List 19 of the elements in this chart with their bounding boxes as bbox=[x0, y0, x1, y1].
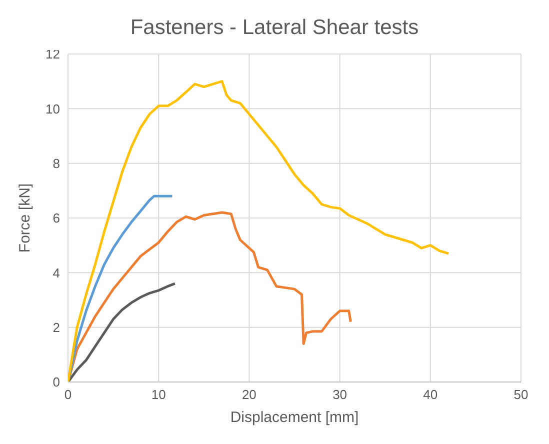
line-series bbox=[68, 80, 450, 382]
y-axis-title: Force [kN] bbox=[16, 183, 34, 253]
x-tick-label: 40 bbox=[423, 387, 438, 402]
y-tick-label: 8 bbox=[52, 156, 60, 171]
line-series bbox=[68, 282, 176, 382]
x-tick-label: 0 bbox=[64, 387, 72, 402]
y-tick-label: 0 bbox=[52, 374, 60, 390]
x-tick-label: 10 bbox=[151, 387, 166, 402]
y-tick-label: 10 bbox=[46, 101, 60, 116]
x-tick-label: 50 bbox=[514, 387, 528, 402]
line-series bbox=[68, 194, 174, 382]
chart-title: Fasteners - Lateral Shear tests bbox=[130, 16, 419, 39]
x-tick-label: 20 bbox=[242, 387, 256, 402]
x-tick-label: 30 bbox=[332, 387, 348, 402]
line-series bbox=[68, 211, 352, 382]
y-tick-label: 2 bbox=[52, 320, 60, 335]
y-tick-label: 4 bbox=[52, 265, 60, 280]
x-axis-title: Displacement [mm] bbox=[230, 409, 359, 426]
y-tick-label: 6 bbox=[52, 210, 60, 226]
